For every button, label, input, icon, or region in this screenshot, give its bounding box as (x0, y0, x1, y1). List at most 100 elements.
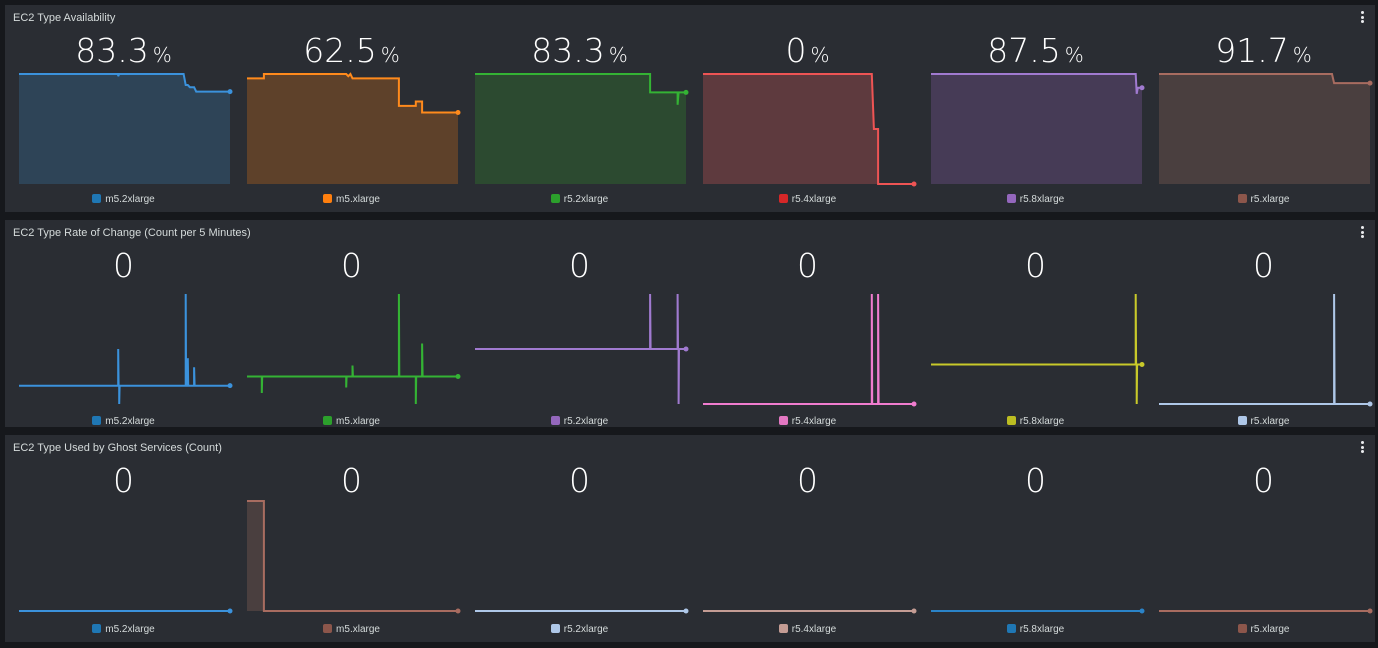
legend-item[interactable]: r5.8xlarge (930, 416, 1141, 427)
sparkline-widget: 83.3% r5.2xlarge (474, 5, 702, 212)
metric-number: 0 (113, 246, 134, 285)
metric-unit: % (1292, 43, 1312, 67)
legend-item[interactable]: m5.xlarge (246, 416, 457, 427)
widget-menu-icon[interactable] (1357, 226, 1367, 240)
legend-label: r5.8xlarge (1019, 416, 1065, 427)
legend-item[interactable]: r5.xlarge (1158, 416, 1369, 427)
sparkline-area (19, 74, 230, 184)
sparkline-chart (703, 73, 917, 187)
legend-label: r5.2xlarge (563, 194, 609, 205)
sparkline-last-point (1139, 362, 1145, 368)
sparkline-last-point (911, 608, 917, 614)
legend-label: r5.4xlarge (791, 624, 837, 635)
sparkline-chart (931, 73, 1145, 184)
widget-menu-icon[interactable] (1357, 441, 1367, 455)
sparkline-last-point (683, 89, 689, 95)
sparkline-widget: 0 m5.2xlarge (18, 435, 246, 642)
legend-label: r5.2xlarge (563, 416, 609, 427)
sparkline-line (1159, 73, 1370, 85)
sparkline-chart (475, 293, 689, 405)
widget-title: EC2 Type Used by Ghost Services (Count) (13, 442, 222, 454)
sparkline-chart (19, 608, 233, 614)
sparkline-area (247, 74, 458, 184)
metric-number: 0 (1253, 461, 1274, 500)
sparkline-chart (19, 293, 233, 405)
sparkline-last-point (1367, 80, 1373, 86)
sparkline-widget: 0 r5.xlarge (1158, 220, 1378, 427)
sparkline-line (19, 73, 230, 93)
sparkline-area (1159, 74, 1370, 184)
sparkline-last-point (911, 181, 917, 187)
metric-value: 0 (930, 461, 1141, 500)
legend-swatch-icon (92, 194, 102, 203)
legend-item[interactable]: r5.2xlarge (474, 624, 685, 635)
widget-panel: EC2 Type Availability 83.3% m5.2xlarge 62.5… (5, 5, 1375, 212)
legend-label: r5.4xlarge (791, 416, 837, 427)
legend-swatch-icon (1237, 194, 1247, 203)
sparkline-last-point (1139, 608, 1145, 614)
sparkline-last-point (683, 346, 689, 352)
legend-item[interactable]: r5.xlarge (1158, 624, 1369, 635)
sparkline-chart (1159, 608, 1373, 614)
sparkline-widget: 0 r5.xlarge (1158, 435, 1378, 642)
metric-number: 0 (569, 461, 590, 500)
legend-swatch-icon (92, 624, 102, 633)
metric-number: 91.7 (1215, 31, 1289, 70)
sparkline-last-point (227, 89, 233, 95)
sparkline-last-point (227, 608, 233, 614)
metric-number: 0 (341, 461, 362, 500)
sparkline-widget: 0 m5.xlarge (246, 220, 474, 427)
legend-item[interactable]: r5.4xlarge (702, 194, 913, 205)
metric-number: 0 (569, 246, 590, 285)
legend-item[interactable]: m5.2xlarge (18, 624, 229, 635)
legend-item[interactable]: m5.xlarge (246, 624, 457, 635)
legend-item[interactable]: r5.2xlarge (474, 194, 685, 205)
legend-item[interactable]: r5.8xlarge (930, 194, 1141, 205)
sparkline-widget: 0 r5.8xlarge (930, 220, 1158, 427)
legend-item[interactable]: r5.4xlarge (702, 416, 913, 427)
sparkline-chart (247, 500, 461, 614)
legend-item[interactable]: r5.2xlarge (474, 416, 685, 427)
sparkline-widget: 0 r5.2xlarge (474, 220, 702, 427)
legend-item[interactable]: m5.xlarge (246, 194, 457, 205)
sparkline-chart (1159, 73, 1373, 184)
metric-number: 83.3 (531, 31, 605, 70)
metric-value: 0 (474, 461, 685, 500)
legend-label: r5.xlarge (1250, 624, 1290, 635)
sparkline-chart (475, 73, 689, 184)
legend-swatch-icon (323, 624, 333, 633)
widget-menu-icon[interactable] (1357, 11, 1367, 25)
legend-item[interactable]: m5.2xlarge (18, 194, 229, 205)
sparkline-widget: 83.3% m5.2xlarge (18, 5, 246, 212)
sparkline-widget: 0 m5.xlarge (246, 435, 474, 642)
metric-number: 0 (1025, 461, 1046, 500)
legend-item[interactable]: r5.4xlarge (702, 624, 913, 635)
metric-value: 0 (1158, 246, 1369, 285)
sparkline-chart (703, 608, 917, 614)
sparkline-line (19, 293, 230, 405)
sparkline-widget: 62.5% m5.xlarge (246, 5, 474, 212)
legend-swatch-icon (550, 194, 560, 203)
sparkline-chart (247, 293, 461, 405)
sparkline-last-point (455, 374, 461, 379)
sparkline-widget: 0 r5.4xlarge (702, 435, 930, 642)
metric-value: 87.5% (930, 31, 1141, 70)
legend-item[interactable]: r5.xlarge (1158, 194, 1369, 205)
metric-value: 0 (1158, 461, 1369, 500)
sparkline-line (703, 293, 914, 405)
sparkline-widget: 0 r5.2xlarge (474, 435, 702, 642)
metric-value: 0 (18, 246, 229, 285)
legend-label: r5.2xlarge (563, 624, 609, 635)
legend-item[interactable]: r5.8xlarge (930, 624, 1141, 635)
metric-number: 0 (113, 461, 134, 500)
sparkline-area (703, 74, 914, 184)
sparkline-last-point (683, 608, 689, 614)
legend-swatch-icon (1237, 624, 1247, 633)
metric-number: 87.5 (987, 31, 1061, 70)
legend-swatch-icon (1006, 416, 1016, 425)
legend-item[interactable]: m5.2xlarge (18, 416, 229, 427)
metric-unit: % (152, 43, 172, 67)
legend-label: m5.xlarge (336, 416, 380, 427)
legend-swatch-icon (323, 194, 333, 203)
sparkline-line (475, 73, 686, 105)
